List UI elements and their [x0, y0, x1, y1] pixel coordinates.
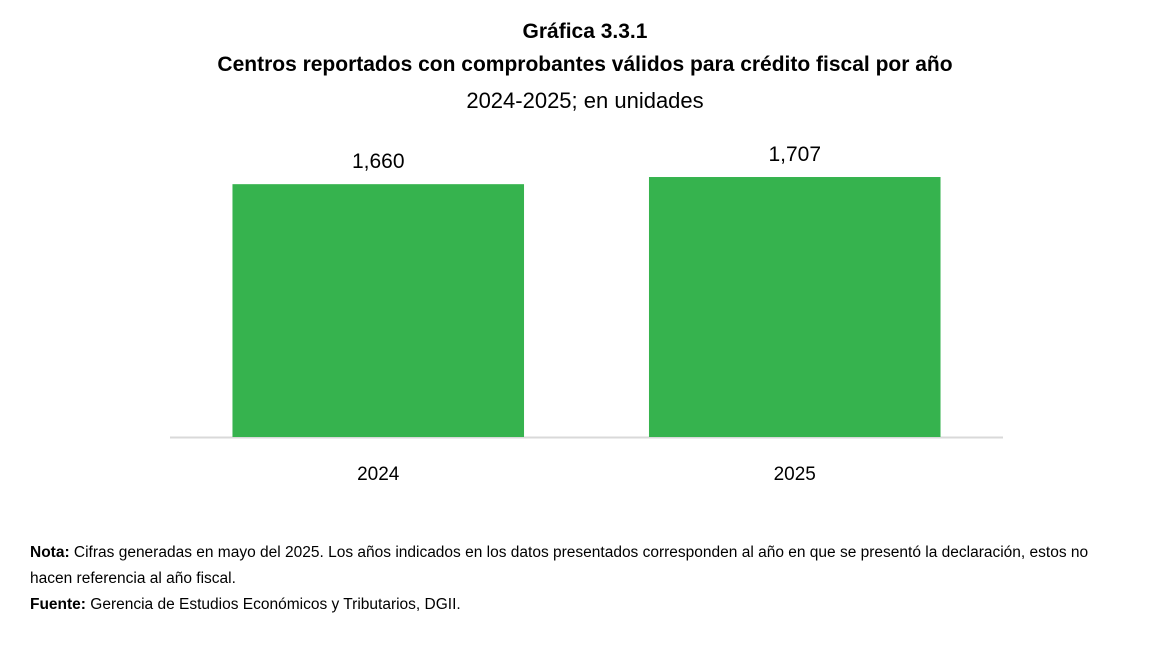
data-labels-group: 1,660 1,707: [352, 143, 821, 173]
figure-label: Gráfica 3.3.1: [522, 20, 648, 43]
source-label: Fuente:: [30, 596, 86, 613]
note-text: Cifras generadas en mayo del 2025. Los a…: [30, 544, 1089, 587]
bar-2024: [232, 184, 525, 437]
category-labels-group: 2024 2025: [357, 464, 816, 485]
source-line: Fuente: Gerencia de Estudios Económicos …: [30, 592, 1130, 618]
category-label-2024: 2024: [357, 464, 400, 485]
bars-group: [232, 177, 941, 437]
bar-chart: 1,660 1,707 2024 2025: [170, 143, 1003, 485]
chart-title: Centros reportados con comprobantes váli…: [217, 53, 953, 76]
chart-subtitle: 2024-2025; en unidades: [466, 88, 704, 113]
note-label: Nota:: [30, 544, 70, 561]
data-label-2024: 1,660: [352, 150, 405, 173]
category-label-2025: 2025: [774, 464, 816, 485]
note-line: Nota: Cifras generadas en mayo del 2025.…: [30, 540, 1130, 592]
data-label-2025: 1,707: [768, 143, 821, 166]
bar-2025: [648, 177, 941, 437]
source-text: Gerencia de Estudios Económicos y Tribut…: [85, 596, 461, 613]
chart-notes: Nota: Cifras generadas en mayo del 2025.…: [30, 540, 1130, 618]
